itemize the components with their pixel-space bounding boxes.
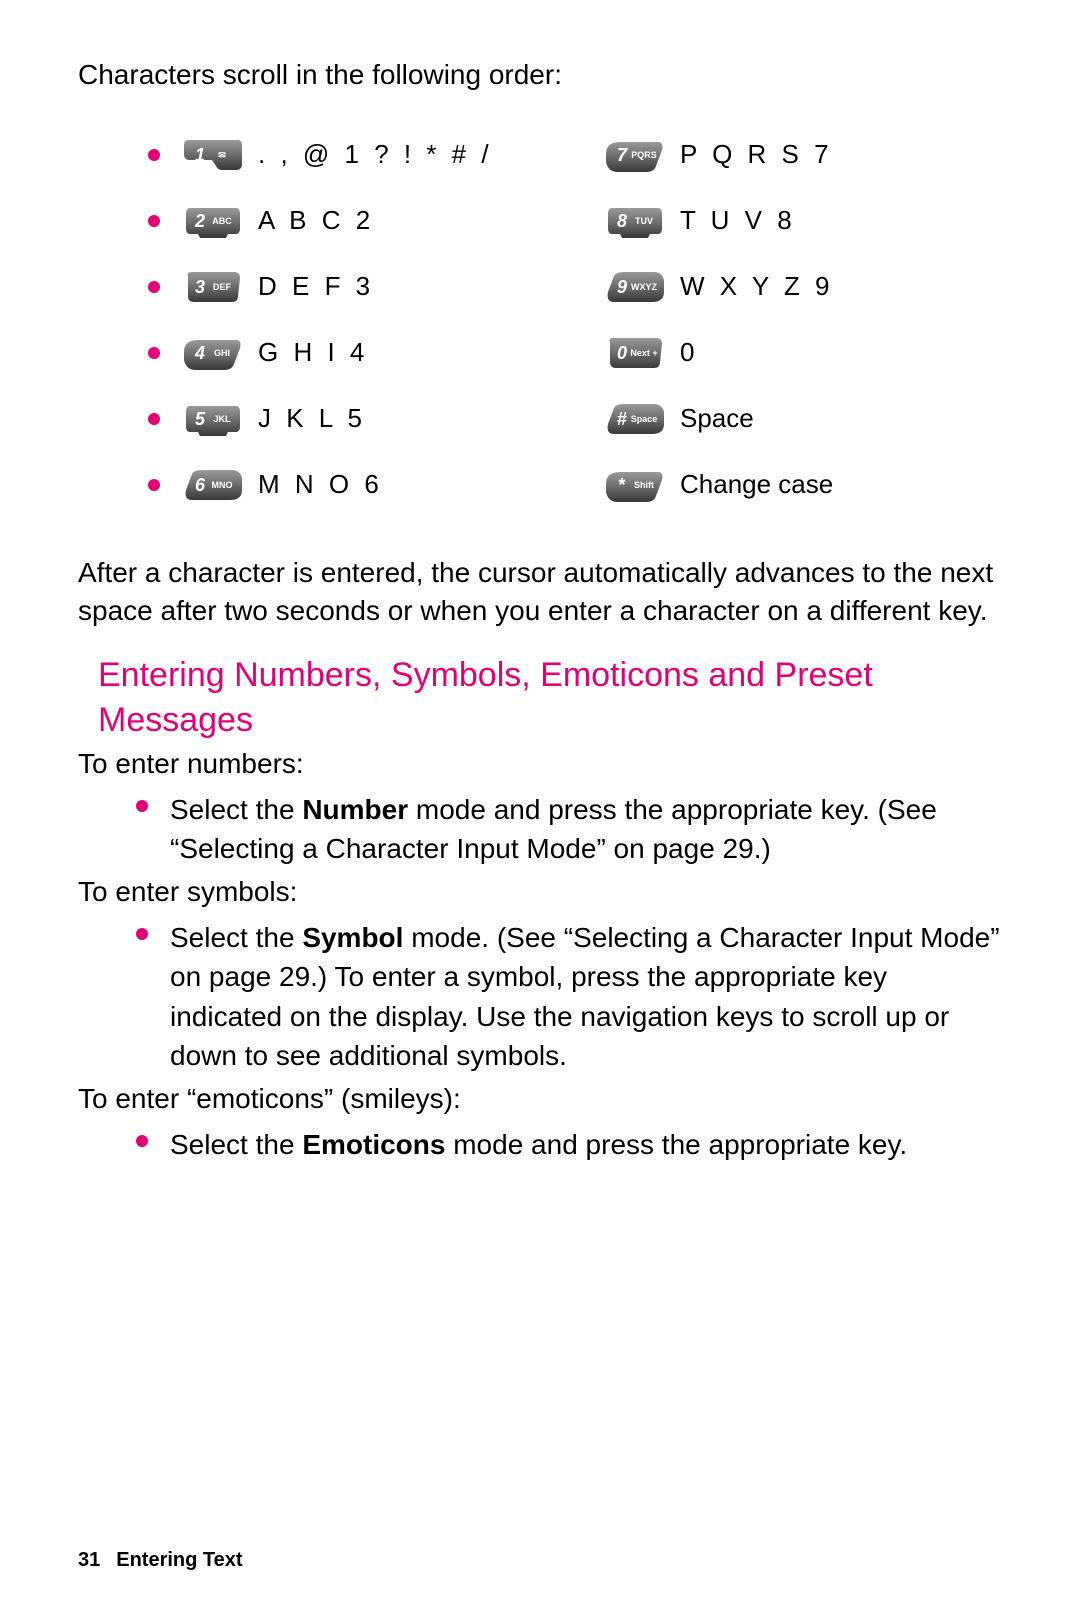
svg-text:Space: Space xyxy=(631,414,658,424)
key-characters-label: A B C 2 xyxy=(258,205,374,236)
numbers-item-bold: Number xyxy=(302,794,408,825)
numbers-item: Select the Number mode and press the app… xyxy=(170,790,1002,868)
bullet-icon xyxy=(148,215,160,227)
key-row-right: 8 TUV T U V 8 xyxy=(570,188,982,254)
emoticons-item-post: mode and press the appropriate key. xyxy=(445,1129,907,1160)
svg-text:Shift: Shift xyxy=(634,480,654,490)
key-characters-label: J K L 5 xyxy=(258,403,366,434)
key-row-left: 4 GHI G H I 4 xyxy=(148,320,560,386)
bullet-icon xyxy=(148,149,160,161)
bullet-icon xyxy=(148,413,160,425)
emoticons-item: Select the Emoticons mode and press the … xyxy=(170,1125,1002,1164)
svg-text:DEF: DEF xyxy=(213,282,232,292)
svg-text:*: * xyxy=(618,475,625,495)
symbols-item-pre: Select the xyxy=(170,922,302,953)
key-row-right: 0 Next + 0 xyxy=(570,320,982,386)
key-row-right: 7 PQRS P Q R S 7 xyxy=(570,122,982,188)
enter-symbols-intro: To enter symbols: xyxy=(78,876,1002,908)
symbols-item-bold: Symbol xyxy=(302,922,403,953)
svg-text:#: # xyxy=(617,409,627,429)
bullet-icon xyxy=(148,347,160,359)
phone-key-icon: # Space xyxy=(604,400,666,438)
page-footer: 31 Entering Text xyxy=(78,1549,243,1572)
symbols-list: Select the Symbol mode. (See “Selecting … xyxy=(78,918,1002,1075)
footer-section-title: Entering Text xyxy=(116,1549,242,1571)
svg-text:4: 4 xyxy=(194,343,205,363)
key-row-left: 3 DEF D E F 3 xyxy=(148,254,560,320)
page-number: 31 xyxy=(78,1549,100,1571)
symbols-item: Select the Symbol mode. (See “Selecting … xyxy=(170,918,1002,1075)
svg-text:MNO: MNO xyxy=(212,480,233,490)
phone-key-icon: 1 ✉ xyxy=(182,136,244,174)
svg-text:ABC: ABC xyxy=(212,216,232,226)
key-characters-label: 0 xyxy=(680,337,694,368)
key-characters-label: W X Y Z 9 xyxy=(680,271,834,302)
phone-key-icon: 3 DEF xyxy=(182,268,244,306)
key-characters-label: G H I 4 xyxy=(258,337,368,368)
key-characters-label: M N O 6 xyxy=(258,469,383,500)
intro-text: Characters scroll in the following order… xyxy=(78,56,1002,94)
key-row-right: * Shift Change case xyxy=(570,452,982,518)
svg-text:0: 0 xyxy=(617,343,627,363)
svg-text:2: 2 xyxy=(194,211,205,231)
key-row-left: 5 JKL J K L 5 xyxy=(148,386,560,452)
key-characters-label: Change case xyxy=(680,469,833,500)
phone-key-icon: 6 MNO xyxy=(182,466,244,504)
phone-key-icon: 8 TUV xyxy=(604,202,666,240)
phone-key-icon: 2 ABC xyxy=(182,202,244,240)
svg-text:6: 6 xyxy=(195,475,206,495)
emoticons-list: Select the Emoticons mode and press the … xyxy=(78,1125,1002,1164)
key-row-left: 2 ABC A B C 2 xyxy=(148,188,560,254)
svg-text:Next +: Next + xyxy=(630,348,657,358)
key-character-table: 1 ✉ . , @ 1 ? ! * # / 7 PQRS P Q R S 7 2… xyxy=(78,122,1002,518)
key-row-right: # Space Space xyxy=(570,386,982,452)
svg-text:7: 7 xyxy=(617,145,628,165)
svg-text:✉: ✉ xyxy=(218,150,226,160)
numbers-list: Select the Number mode and press the app… xyxy=(78,790,1002,868)
svg-text:TUV: TUV xyxy=(635,216,653,226)
svg-text:5: 5 xyxy=(195,409,206,429)
key-characters-label: D E F 3 xyxy=(258,271,374,302)
enter-emoticons-intro: To enter “emoticons” (smileys): xyxy=(78,1083,1002,1115)
key-characters-label: T U V 8 xyxy=(680,205,796,236)
svg-text:PQRS: PQRS xyxy=(631,150,657,160)
svg-text:JKL: JKL xyxy=(213,414,231,424)
phone-key-icon: 7 PQRS xyxy=(604,136,666,174)
key-characters-label: Space xyxy=(680,403,754,434)
key-characters-label: P Q R S 7 xyxy=(680,139,833,170)
key-characters-label: . , @ 1 ? ! * # / xyxy=(258,139,493,170)
emoticons-item-bold: Emoticons xyxy=(302,1129,445,1160)
bullet-icon xyxy=(148,479,160,491)
svg-text:1: 1 xyxy=(195,145,205,165)
svg-text:3: 3 xyxy=(195,277,205,297)
phone-key-icon: * Shift xyxy=(604,466,666,504)
enter-numbers-intro: To enter numbers: xyxy=(78,748,1002,780)
manual-page: Characters scroll in the following order… xyxy=(0,0,1080,1620)
phone-key-icon: 0 Next + xyxy=(604,334,666,372)
after-paragraph: After a character is entered, the cursor… xyxy=(78,554,1002,630)
phone-key-icon: 9 WXYZ xyxy=(604,268,666,306)
key-row-left: 6 MNO M N O 6 xyxy=(148,452,560,518)
bullet-icon xyxy=(148,281,160,293)
key-row-left: 1 ✉ . , @ 1 ? ! * # / xyxy=(148,122,560,188)
emoticons-item-pre: Select the xyxy=(170,1129,302,1160)
svg-text:8: 8 xyxy=(617,211,627,231)
section-heading: Entering Numbers, Symbols, Emoticons and… xyxy=(98,653,1002,741)
phone-key-icon: 4 GHI xyxy=(182,334,244,372)
numbers-item-pre: Select the xyxy=(170,794,302,825)
svg-text:9: 9 xyxy=(617,277,627,297)
key-row-right: 9 WXYZ W X Y Z 9 xyxy=(570,254,982,320)
svg-text:GHI: GHI xyxy=(214,348,230,358)
svg-text:WXYZ: WXYZ xyxy=(631,282,658,292)
phone-key-icon: 5 JKL xyxy=(182,400,244,438)
